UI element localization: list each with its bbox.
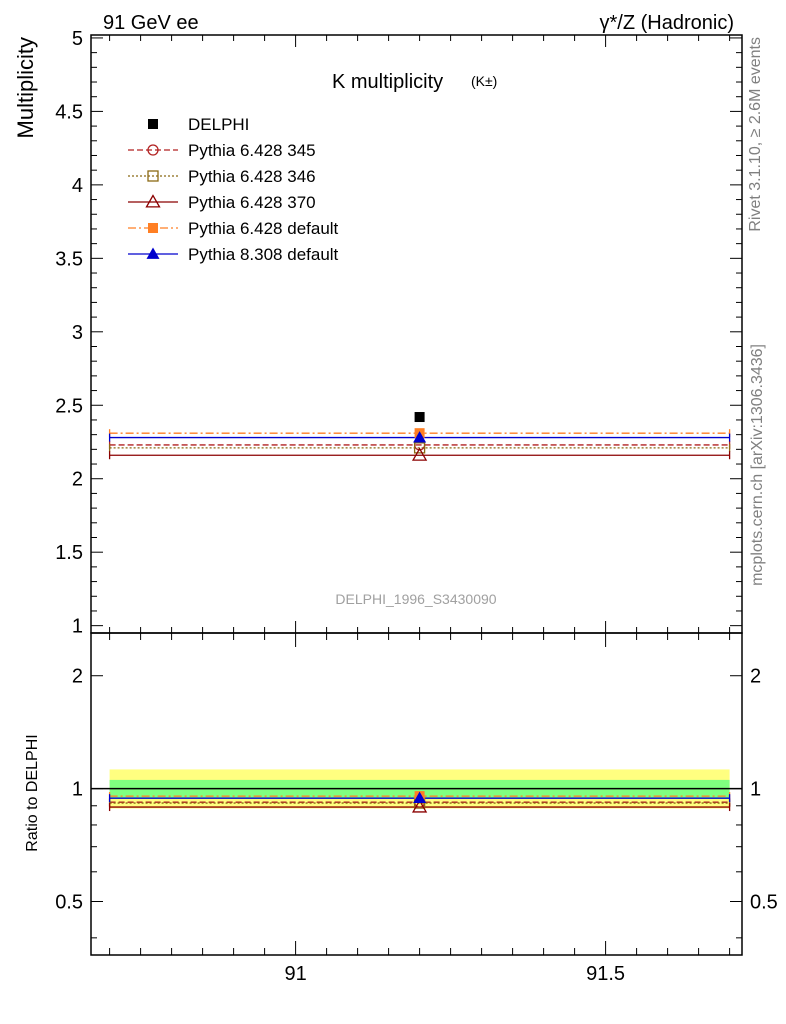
analysis-watermark: DELPHI_1996_S3430090 xyxy=(335,591,496,607)
header-left-label: 91 GeV ee xyxy=(103,12,199,34)
ratio-y-tick-label-left: 0.5 xyxy=(55,891,83,913)
legend-entry: Pythia 6.428 370 xyxy=(188,193,316,212)
ratio-y-tick-label-left: 2 xyxy=(72,666,83,688)
ratio-x-tick-label: 91 xyxy=(284,963,306,985)
ratio-y-tick-label-right: 2 xyxy=(750,666,761,688)
legend-marker xyxy=(147,144,159,156)
main-y-tick-label: 1 xyxy=(72,616,83,638)
chart-title-suffix: (K±) xyxy=(471,73,497,89)
legend-marker xyxy=(145,194,161,208)
main-y-tick-label: 3.5 xyxy=(55,248,83,270)
ratio-x-tick-label: 91.5 xyxy=(586,963,625,985)
ratio-frame xyxy=(90,632,743,956)
legend-entry: Pythia 6.428 346 xyxy=(188,167,316,186)
legend-entry: Pythia 6.428 default xyxy=(188,219,339,238)
series-marker-5 xyxy=(413,431,427,443)
ratio-y-tick-label-right: 1 xyxy=(750,779,761,801)
main-y-tick-label: 2 xyxy=(72,469,83,491)
ratio-panel: 0.5 0.5 1 1 2 2 91 91.5 xyxy=(55,632,778,985)
main-y-tick-label: 4.5 xyxy=(55,101,83,123)
ratio-y-tick-label-left: 1 xyxy=(72,779,83,801)
series-marker-3 xyxy=(411,447,428,461)
data-point-delphi xyxy=(414,412,425,423)
ratio-ylabel: Ratio to DELPHI xyxy=(24,734,41,851)
series-marker-2 xyxy=(413,442,426,454)
main-y-tick-label: 5 xyxy=(72,28,83,50)
legend-marker xyxy=(148,119,158,129)
main-y-tick-label: 4 xyxy=(72,175,83,197)
header-right-label: γ*/Z (Hadronic) xyxy=(600,12,734,34)
rivet-version-label: Rivet 3.1.10, ≥ 2.6M events xyxy=(747,37,764,232)
main-ylabel: Multiplicity xyxy=(13,37,38,138)
legend-entry: Pythia 6.428 345 xyxy=(188,141,316,160)
legend-entry: DELPHI xyxy=(188,115,249,134)
legend-marker xyxy=(148,223,158,233)
main-y-tick-label: 3 xyxy=(72,322,83,344)
ratio-marker-5 xyxy=(413,791,427,804)
main-y-tick-label: 2.5 xyxy=(55,395,83,417)
chart-title: K multiplicity xyxy=(332,71,443,93)
main-panel: 1 1.5 2 2.5 3 3.5 4 4.5 5 K multiplicity (K±) DELPH… xyxy=(55,28,743,638)
legend-entry: Pythia 8.308 default xyxy=(188,245,339,264)
legend-marker xyxy=(146,247,160,259)
main-y-tick-label: 1.5 xyxy=(55,542,83,564)
mcplots-label: mcplots.cern.ch [arXiv:1306.3436] xyxy=(749,344,766,586)
legend-marker xyxy=(147,170,159,182)
ratio-y-tick-label-right: 0.5 xyxy=(750,891,778,913)
ratio-marker-3 xyxy=(411,799,428,813)
